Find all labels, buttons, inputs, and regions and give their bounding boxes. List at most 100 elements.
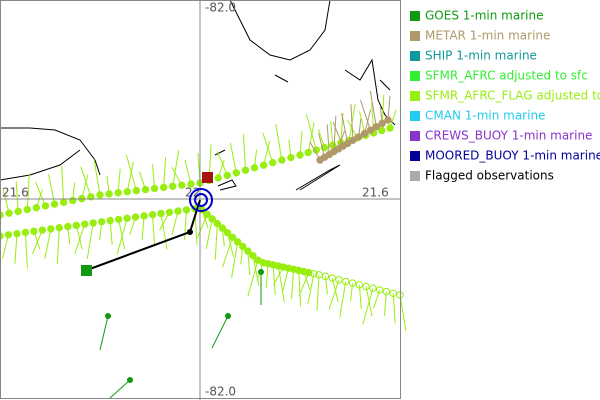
wind-barb [74,223,86,255]
wind-barb [24,232,28,269]
observations [0,90,407,399]
legend-label: SFMR_AFRC_FLAG adjusted to [425,89,600,103]
wind-barb [152,164,156,189]
wind-barb [387,95,391,121]
observation-dot [55,223,64,232]
observation-dot [228,233,237,241]
observation-dot [225,313,231,319]
wind-barb [333,115,337,152]
observation-dot [50,200,59,208]
observation-dot [14,207,22,216]
observation-dot [362,282,370,291]
legend-swatch [410,151,420,161]
wind-barb [61,166,65,203]
wind-barb [369,90,377,127]
observation-dot [208,215,216,223]
observation-dot [165,208,174,216]
observation-dot [148,210,157,219]
observation-dot [241,166,250,174]
observation-dot [378,126,386,135]
observation-dot [378,119,386,128]
wind-barb [1,234,9,259]
legend-label: CREWS_BUOY 1-min marine [425,129,592,143]
wind-barb [222,237,234,268]
observation-dot [141,185,150,194]
wind-barb [291,269,295,300]
observation-dot [348,279,357,287]
observation-dot [105,190,113,198]
observation-dot [278,156,286,164]
wind-barb [277,265,285,303]
wind-barb [330,121,334,146]
wind-barb [160,213,168,250]
wind-barb [99,315,109,351]
observation-dot [249,251,257,260]
observation-dot [366,126,375,134]
wind-barb [383,291,387,316]
wind-barb [316,274,320,311]
wind-barb [392,293,396,324]
observation-dot [239,242,247,251]
observation-dot [213,219,221,228]
observation-dot [41,202,50,210]
wind-barb [15,181,19,212]
wind-barb [196,214,208,239]
wind-barb [205,218,213,250]
observation-dot [355,133,363,141]
wind-barb [247,260,259,297]
wind-barb [359,99,371,131]
observation-dot [328,274,336,282]
storm-marker [81,172,213,276]
legend-swatch [410,131,420,141]
wind-barb [326,124,330,155]
wind-barb [216,151,228,176]
legend-label: METAR 1-min marine [425,29,550,43]
wind-barb [339,281,347,318]
observation-dot [123,214,131,222]
wind-barb [126,161,134,192]
observation-dot [223,229,232,237]
wind-barb [44,228,52,259]
wind-barb [152,214,156,245]
wind-barb [275,124,283,161]
observation-dot [21,228,30,237]
wind-barb [117,168,121,193]
wind-barb [118,219,126,250]
wind-barb [211,315,229,349]
lat-label-left: 21.6 [2,186,29,200]
legend-swatch [410,51,420,61]
observation-dot [87,193,95,201]
wind-barb [14,233,18,264]
observation-dot [127,377,133,383]
observation-dot [169,182,177,190]
wind-barb [125,154,137,191]
wind-barb [116,218,128,255]
wind-barb [34,181,46,207]
legend-label: SHIP 1-min marine [425,49,537,63]
observation-dot [114,189,122,197]
observation-dot [232,169,241,177]
observation-dot [187,180,195,188]
legend-label: GOES 1-min marine [425,9,543,23]
observation-dot [81,220,89,228]
legend-label: CMAN 1-min marine [425,109,545,123]
wind-barb [328,279,340,310]
legend-swatch [410,31,420,41]
legend-label: SFMR_AFRC adjusted to sfc [425,69,588,83]
wind-barb [86,222,94,260]
observation-dot [131,213,140,221]
wind-barb [141,215,145,240]
wind-barb [80,166,92,197]
wind-barb [26,173,30,210]
wind-barb [350,104,354,141]
observation-dot [310,269,318,278]
observation-dot [244,247,252,255]
legend: GOES 1-min marine METAR 1-min marine SHIP … [410,9,600,183]
observation-dot [203,210,211,219]
observation-dot [69,196,77,205]
wind-barb [75,225,83,250]
wind-barb [214,223,218,260]
observation-dot [214,174,222,182]
